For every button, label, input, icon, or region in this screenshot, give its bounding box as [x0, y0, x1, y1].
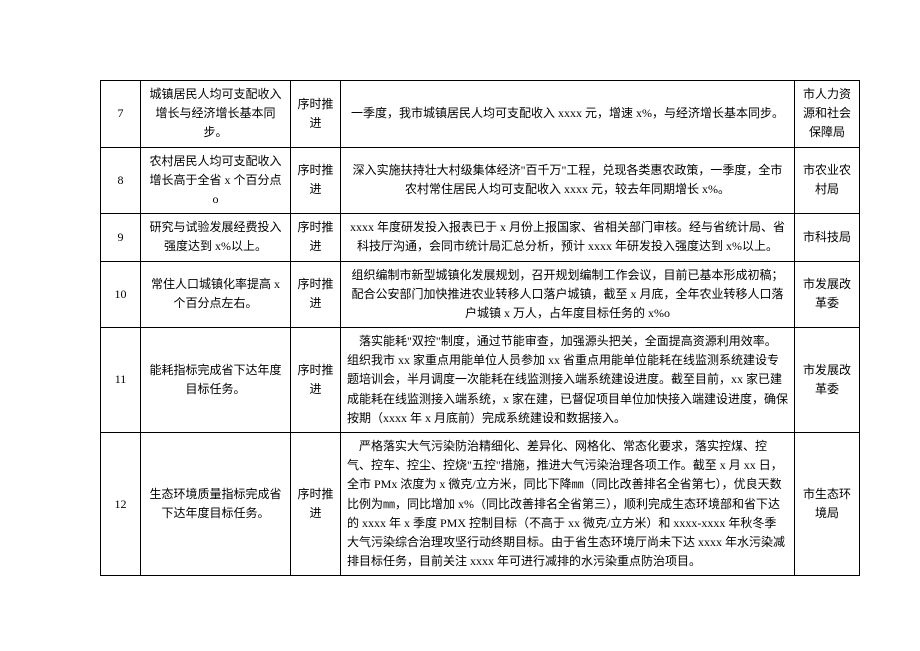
detail-cell: 严格落实大气污染防治精细化、差异化、网格化、常态化要求，落实控煤、控气、控车、控…	[341, 433, 795, 576]
dept-cell: 市科技局	[795, 214, 860, 261]
table-row: 8 农村居民人均可支配收入增长高于全省 x 个百分点 o 序时推进 深入实施扶持…	[101, 147, 860, 214]
status-cell: 序时推进	[291, 214, 341, 261]
indicator-cell: 常住人口城镇化率提高 x 个百分点左右。	[141, 261, 291, 328]
table-row: 10 常住人口城镇化率提高 x 个百分点左右。 序时推进 组织编制市新型城镇化发…	[101, 261, 860, 328]
indicator-cell: 研究与试验发展经费投入强度达到 x%以上。	[141, 214, 291, 261]
table-body: 7 城镇居民人均可支配收入增长与经济增长基本同步。 序时推进 一季度，我市城镇居…	[101, 81, 860, 576]
dept-cell: 市发展改革委	[795, 261, 860, 328]
dept-cell: 市农业农村局	[795, 147, 860, 214]
row-number: 12	[101, 433, 141, 576]
progress-table: 7 城镇居民人均可支配收入增长与经济增长基本同步。 序时推进 一季度，我市城镇居…	[100, 80, 860, 576]
detail-cell: 组织编制市新型城镇化发展规划，召开规划编制工作会议，目前已基本形成初稿；配合公安…	[341, 261, 795, 328]
status-cell: 序时推进	[291, 81, 341, 148]
dept-cell: 市生态环境局	[795, 433, 860, 576]
row-number: 9	[101, 214, 141, 261]
detail-cell: 落实能耗"双控"制度，通过节能审查，加强源头把关，全面提高资源利用效率。组织我市…	[341, 328, 795, 433]
indicator-cell: 农村居民人均可支配收入增长高于全省 x 个百分点 o	[141, 147, 291, 214]
dept-cell: 市人力资源和社会保障局	[795, 81, 860, 148]
indicator-cell: 能耗指标完成省下达年度目标任务。	[141, 328, 291, 433]
row-number: 7	[101, 81, 141, 148]
table-row: 7 城镇居民人均可支配收入增长与经济增长基本同步。 序时推进 一季度，我市城镇居…	[101, 81, 860, 148]
detail-cell: xxxx 年度研发投入报表已于 x 月份上报国家、省相关部门审核。经与省统计局、…	[341, 214, 795, 261]
status-cell: 序时推进	[291, 328, 341, 433]
table-row: 12 生态环境质量指标完成省下达年度目标任务。 序时推进 严格落实大气污染防治精…	[101, 433, 860, 576]
status-cell: 序时推进	[291, 147, 341, 214]
detail-cell: 一季度，我市城镇居民人均可支配收入 xxxx 元，增速 x%，与经济增长基本同步…	[341, 81, 795, 148]
dept-cell: 市发展改革委	[795, 328, 860, 433]
row-number: 11	[101, 328, 141, 433]
status-cell: 序时推进	[291, 261, 341, 328]
detail-cell: 深入实施扶持壮大村级集体经济"百千万"工程，兑现各类惠农政策，一季度，全市农村常…	[341, 147, 795, 214]
indicator-cell: 生态环境质量指标完成省下达年度目标任务。	[141, 433, 291, 576]
status-cell: 序时推进	[291, 433, 341, 576]
table-row: 11 能耗指标完成省下达年度目标任务。 序时推进 落实能耗"双控"制度，通过节能…	[101, 328, 860, 433]
row-number: 10	[101, 261, 141, 328]
table-row: 9 研究与试验发展经费投入强度达到 x%以上。 序时推进 xxxx 年度研发投入…	[101, 214, 860, 261]
row-number: 8	[101, 147, 141, 214]
indicator-cell: 城镇居民人均可支配收入增长与经济增长基本同步。	[141, 81, 291, 148]
